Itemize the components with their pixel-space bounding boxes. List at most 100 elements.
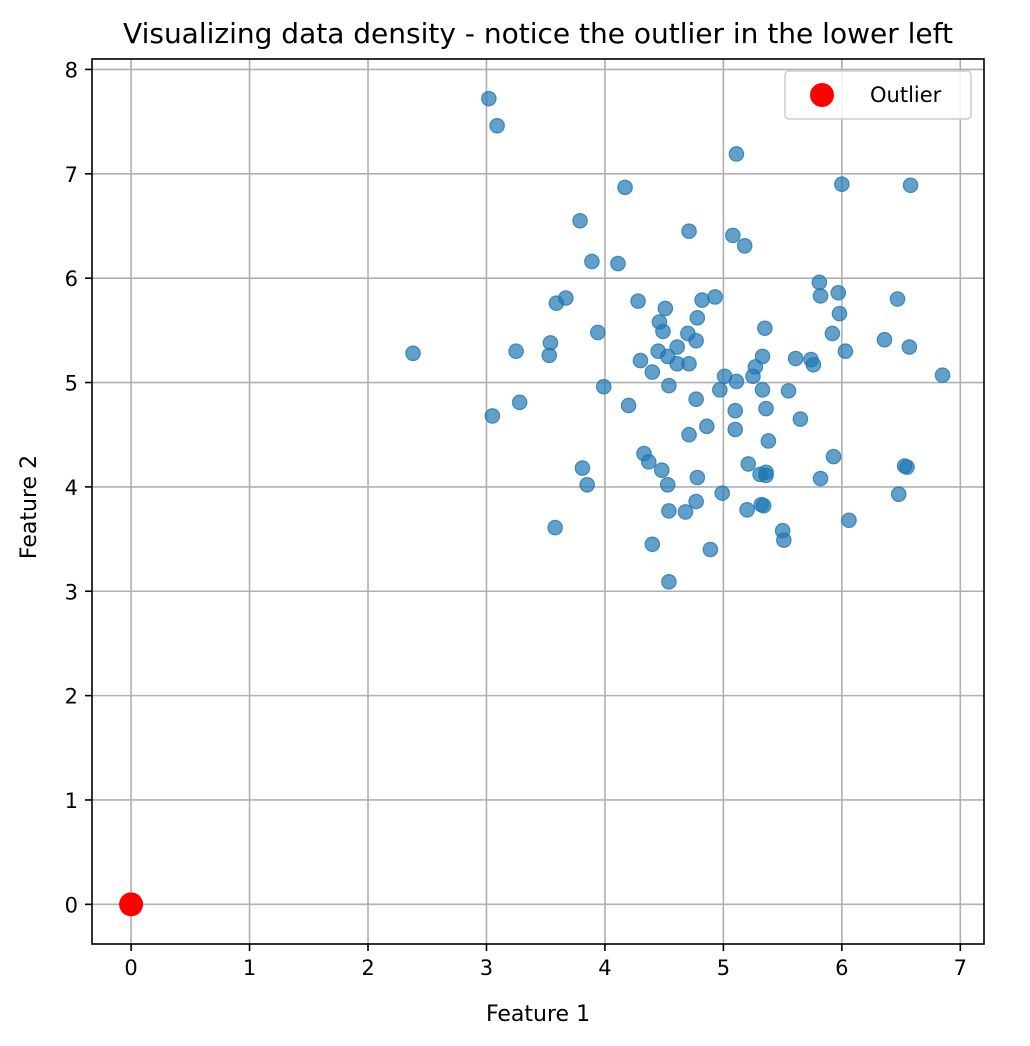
scatter-point [714,485,731,501]
scatter-point [812,288,829,304]
scatter-point [740,456,757,472]
y-tick-label: 4 [65,476,78,500]
y-tick-label: 0 [65,893,78,917]
scatter-point [830,284,847,301]
outlier-point [119,892,144,917]
scatter-point [610,255,626,272]
scatter-point [694,292,710,308]
scatter-points [405,90,951,590]
legend: Outlier [784,70,972,120]
scatter-point [825,448,842,465]
scatter-point [728,146,745,162]
y-tick-label: 5 [65,372,78,396]
y-tick-label: 6 [65,267,78,291]
scatter-point [484,408,501,424]
scatter-point [688,391,704,408]
scatter-point [632,352,649,369]
scatter-point [899,459,915,475]
x-tick-label: 3 [480,956,493,980]
y-tick-label: 8 [65,58,78,82]
scatter-point [780,383,797,399]
scatter-point [630,293,646,309]
scatter-point [620,397,637,414]
plot-frame [91,58,985,945]
scatter-point [640,454,657,470]
scatter-point [736,238,753,254]
scatter-point [834,176,850,193]
scatter-point [574,460,591,476]
scatter-point [508,343,524,360]
scatter-point [689,469,706,486]
scatter-point [688,493,704,510]
scatter-point [824,325,841,342]
scatter-point [405,345,421,362]
chart-title: Visualizing data density - notice the ou… [123,17,953,50]
scatter-point [595,378,612,395]
grid [92,59,984,944]
scatter-point [681,223,697,239]
scatter-point [792,411,809,427]
scatter-point [681,426,697,443]
scatter-point [831,305,848,322]
x-tick-label: 4 [598,956,611,980]
scatter-point [776,532,792,548]
x-axis-label: Feature 1 [486,1002,590,1027]
scatter-point [511,394,528,411]
x-tick-label: 6 [835,956,848,980]
scatter-point [787,350,804,367]
scatter-point [712,382,728,398]
scatter-point [572,212,588,229]
scatter-point [901,339,918,355]
scatter-point [707,289,723,305]
scatter-point [689,310,706,326]
scatter-point [745,368,761,385]
y-tick-label: 3 [65,580,78,604]
scatter-point [727,421,744,438]
scatter-point [541,347,558,364]
scatter-point [653,462,670,478]
scatter-point [677,504,694,520]
scatter-point [699,418,715,435]
y-tick-label: 1 [65,789,78,813]
scatter-point [739,502,755,518]
scatter-point [841,512,857,529]
x-tick-label: 5 [717,956,730,980]
scatter-point [702,541,719,558]
scatter-point [760,433,777,449]
scatter-point [659,477,676,493]
legend-outlier-marker [810,83,834,107]
y-tick-label: 7 [65,163,78,187]
scatter-point [837,343,854,360]
scatter-point [805,356,822,373]
scatter-point [890,486,907,502]
scatter-point [902,177,919,194]
scatter-point [657,300,674,317]
x-tick-label: 0 [124,956,137,980]
scatter-point [655,323,671,340]
scatter-point [889,291,906,307]
axis-ticks: 0 1 2 3 4 5 6 7 0 1 2 3 4 5 6 7 8 [65,58,967,980]
scatter-point [590,324,606,341]
scatter-point [755,497,772,514]
scatter-point [489,117,505,134]
scatter-point [727,402,744,419]
scatter-point [681,355,697,372]
legend-outlier-label: Outlier [870,83,942,107]
scatter-point [688,332,704,349]
scatter-point [812,470,829,487]
y-axis-label: Feature 2 [17,455,42,559]
scatter-point [728,373,745,390]
scatter-point [617,179,633,196]
legend-box [784,70,972,120]
scatter-point [934,367,951,384]
outlier-points [119,892,144,917]
scatter-point [644,536,661,553]
scatter-point [579,477,595,493]
scatter-point [757,320,773,337]
scatter-point [661,574,677,590]
scatter-point [548,295,565,312]
scatter-point [669,339,685,355]
scatter-point [754,382,771,398]
scatter-point [758,467,774,484]
